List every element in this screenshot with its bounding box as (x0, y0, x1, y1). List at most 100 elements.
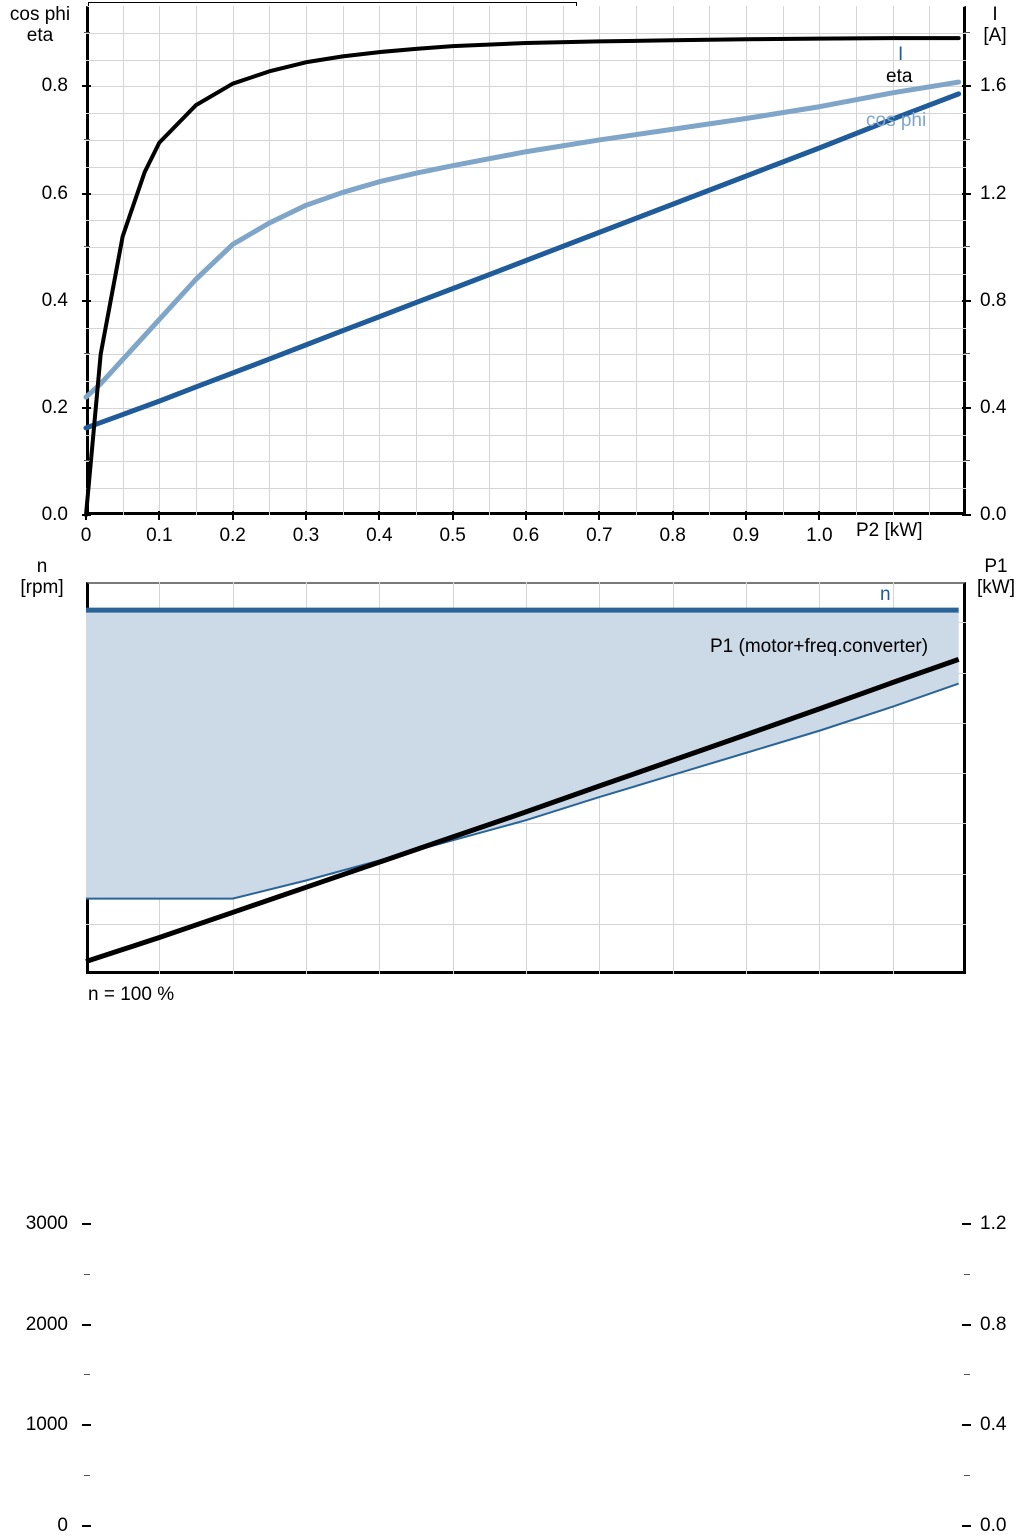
tick-mark-right (962, 299, 971, 302)
lower-chart: n [rpm] P1 [kW] 0 1000 2000 3000 0.0 0.4 0.8 1.… (0, 552, 1024, 1536)
tick-label-left: 0.6 (41, 182, 68, 204)
upper-right-axis-label: I [A] (983, 4, 1007, 46)
gridline-vertical (562, 6, 564, 515)
tick-mark-left (82, 1424, 91, 1427)
tick-mark-left-minor (84, 460, 90, 462)
gridline-vertical (232, 6, 234, 515)
tick-mark-left-minor (84, 31, 90, 33)
tick-mark-bottom (305, 511, 307, 520)
gridline-horizontal (86, 139, 966, 141)
gridline-horizontal (86, 461, 966, 463)
gridline-vertical (379, 6, 381, 515)
tick-label-left: 0 (57, 1515, 68, 1536)
tick-mark-bottom (378, 511, 381, 520)
tick-mark-right-minor (964, 460, 970, 462)
tick-mark-bottom (158, 511, 161, 520)
lower-right-axis-label: P1 [kW] (977, 556, 1015, 598)
tick-mark-bottom (598, 511, 601, 520)
tick-mark-left-minor (84, 138, 90, 140)
gridline-vertical (159, 6, 161, 515)
tick-label-bottom: 1.0 (806, 525, 833, 546)
gridline-horizontal (86, 166, 966, 168)
gridline-horizontal (86, 407, 966, 409)
tick-label-right: 0.0 (980, 1515, 1007, 1536)
gridline-horizontal (86, 59, 966, 61)
gridline-horizontal (86, 86, 966, 88)
tick-mark-bottom (231, 511, 234, 520)
tick-mark-right-minor (964, 246, 970, 248)
gridline-vertical (269, 6, 271, 515)
tick-mark-left-minor (84, 1474, 90, 1476)
upper-chart: cos phi eta I [A] CRNE3-8 + 80B 1.1 kW 3… (0, 0, 1024, 552)
tick-label-right: 1.6 (980, 75, 1007, 97)
footnote-speed-percent: n = 100 % (88, 984, 175, 1005)
tick-label-right: 1.2 (980, 1213, 1007, 1235)
gridline-vertical (636, 6, 637, 515)
tick-label-bottom: 0.3 (292, 525, 320, 546)
tick-label-bottom: 0.7 (586, 525, 613, 546)
gridline-horizontal (86, 873, 966, 875)
gridline-horizontal (86, 381, 966, 383)
lower-plot-area (85, 582, 966, 974)
tick-mark-right (962, 192, 971, 195)
tick-mark-left (82, 192, 91, 195)
tick-label-right: 0.8 (980, 1313, 1007, 1335)
tick-label-left: 0.8 (41, 75, 68, 97)
tick-mark-left-minor (84, 246, 90, 248)
gridline-horizontal (86, 300, 966, 302)
tick-mark-left-minor (84, 1273, 90, 1275)
tick-label-right: 0.4 (980, 396, 1007, 418)
tick-label-left: 3000 (25, 1213, 68, 1235)
tick-mark-right (962, 1223, 971, 1226)
gridline-vertical (306, 6, 307, 515)
series-label-current: I (898, 44, 904, 65)
tick-label-right: 0.8 (980, 289, 1007, 311)
gridline-vertical (856, 6, 857, 515)
tick-label-bottom: 0.9 (732, 525, 760, 546)
gridline-vertical (819, 582, 821, 974)
lower-curves (85, 607, 960, 964)
gridline-vertical (452, 6, 454, 515)
tick-mark-bottom (745, 511, 747, 520)
tick-mark-left (82, 1323, 91, 1326)
gridline-vertical (819, 6, 821, 515)
tick-mark-left (82, 1525, 91, 1527)
tick-mark-left (82, 299, 91, 302)
gridline-vertical (416, 6, 417, 515)
tick-label-left: 0.0 (41, 504, 68, 525)
gridline-horizontal (86, 193, 966, 195)
tick-mark-right (962, 406, 971, 409)
tick-mark-right (962, 514, 971, 516)
tick-mark-right (962, 1525, 971, 1527)
tick-mark-left-minor (84, 1374, 90, 1376)
gridline-vertical (342, 6, 344, 515)
tick-mark-right (962, 1323, 971, 1326)
series-label-speed: n (880, 584, 891, 605)
tick-label-bottom: 0.1 (146, 525, 173, 546)
tick-mark-left (82, 85, 91, 88)
tick-mark-right-minor (964, 1374, 970, 1376)
gridline-horizontal (86, 354, 966, 356)
tick-mark-left (82, 406, 91, 409)
gridline-vertical (489, 6, 491, 515)
gridline-vertical (892, 582, 894, 974)
gridline-horizontal (86, 327, 966, 329)
upper-curves (83, 36, 962, 517)
gridline-vertical (782, 6, 784, 515)
gridline-vertical (746, 582, 747, 974)
gridline-vertical (672, 6, 674, 515)
upper-left-axis-label: cos phi eta (9, 4, 71, 46)
tick-mark-bottom (451, 511, 454, 520)
gridline-vertical (709, 6, 711, 515)
gridline-vertical (672, 582, 674, 974)
gridline-horizontal (86, 823, 966, 825)
tick-label-bottom: 0.2 (219, 525, 246, 546)
gridline-vertical (892, 6, 894, 515)
tick-mark-right (962, 1424, 971, 1427)
tick-mark-right-minor (964, 353, 970, 355)
gridline-horizontal (86, 273, 966, 275)
gridline-horizontal (86, 32, 966, 34)
tick-mark-left (82, 1223, 91, 1226)
tick-label-bottom: 0.8 (659, 525, 686, 546)
